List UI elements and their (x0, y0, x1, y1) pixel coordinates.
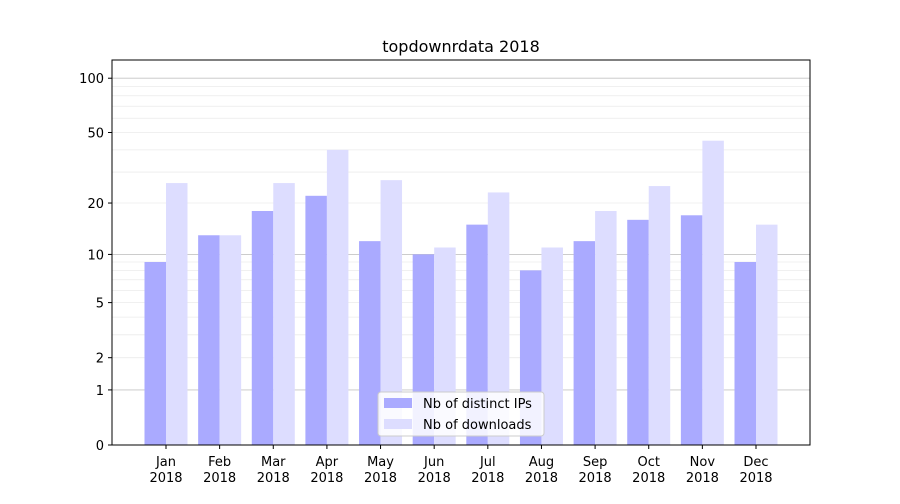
y-tick-label: 100 (79, 72, 104, 87)
x-tick-label: Nov 2018 (686, 455, 719, 486)
bar-downloads (648, 186, 671, 445)
x-tick-label: Sep 2018 (579, 455, 612, 486)
bar-downloads (702, 140, 724, 445)
y-tick-label: 20 (87, 197, 104, 212)
bar-ips (627, 219, 649, 445)
bar-downloads (541, 247, 563, 445)
bar-ips (573, 241, 596, 445)
x-tick-label: Dec 2018 (739, 455, 772, 486)
legend-box (377, 391, 545, 437)
x-tick-label: May 2018 (364, 455, 397, 486)
bar-downloads (595, 210, 617, 445)
bar-downloads (166, 183, 188, 445)
bar-ips (466, 224, 488, 445)
bar-downloads (219, 235, 242, 445)
bar-ips (144, 262, 166, 445)
y-tick-label: 1 (96, 384, 104, 399)
legend-label: Nb of downloads (423, 418, 532, 433)
x-tick-label: Jul 2018 (471, 455, 504, 486)
x-tick-label: Jan 2018 (149, 455, 182, 486)
x-tick-label: Apr 2018 (310, 455, 343, 486)
bar-downloads (380, 180, 403, 445)
bar-downloads (756, 224, 778, 445)
x-tick-label: Mar 2018 (257, 455, 290, 486)
bar-ips (734, 262, 756, 445)
plot-frame (111, 59, 811, 446)
bar-downloads (487, 192, 510, 445)
y-tick-label: 2 (96, 352, 104, 367)
bar-ips (680, 215, 703, 445)
legend-label: Nb of distinct IPs (423, 397, 532, 412)
bar-ips (359, 241, 381, 445)
x-tick-label: Jun 2018 (418, 455, 451, 486)
x-tick-label: Feb 2018 (203, 455, 236, 486)
y-tick-label: 5 (96, 297, 104, 312)
y-tick-label: 0 (96, 439, 104, 454)
bar-ips (305, 195, 327, 445)
x-tick-label: Oct 2018 (632, 455, 665, 486)
bar-ips (198, 235, 220, 445)
legend: Nb of distinct IPs Nb of downloads (377, 391, 545, 437)
bar-downloads (326, 149, 349, 446)
bar-downloads (273, 183, 295, 445)
legend-swatch (384, 398, 412, 408)
y-tick-label: 10 (87, 248, 104, 263)
chart-title: topdownrdata 2018 (382, 37, 540, 56)
bar-ips (251, 210, 274, 445)
legend-swatch (384, 419, 412, 429)
y-tick-label: 50 (87, 127, 104, 142)
x-tick-label: Aug 2018 (525, 455, 558, 486)
